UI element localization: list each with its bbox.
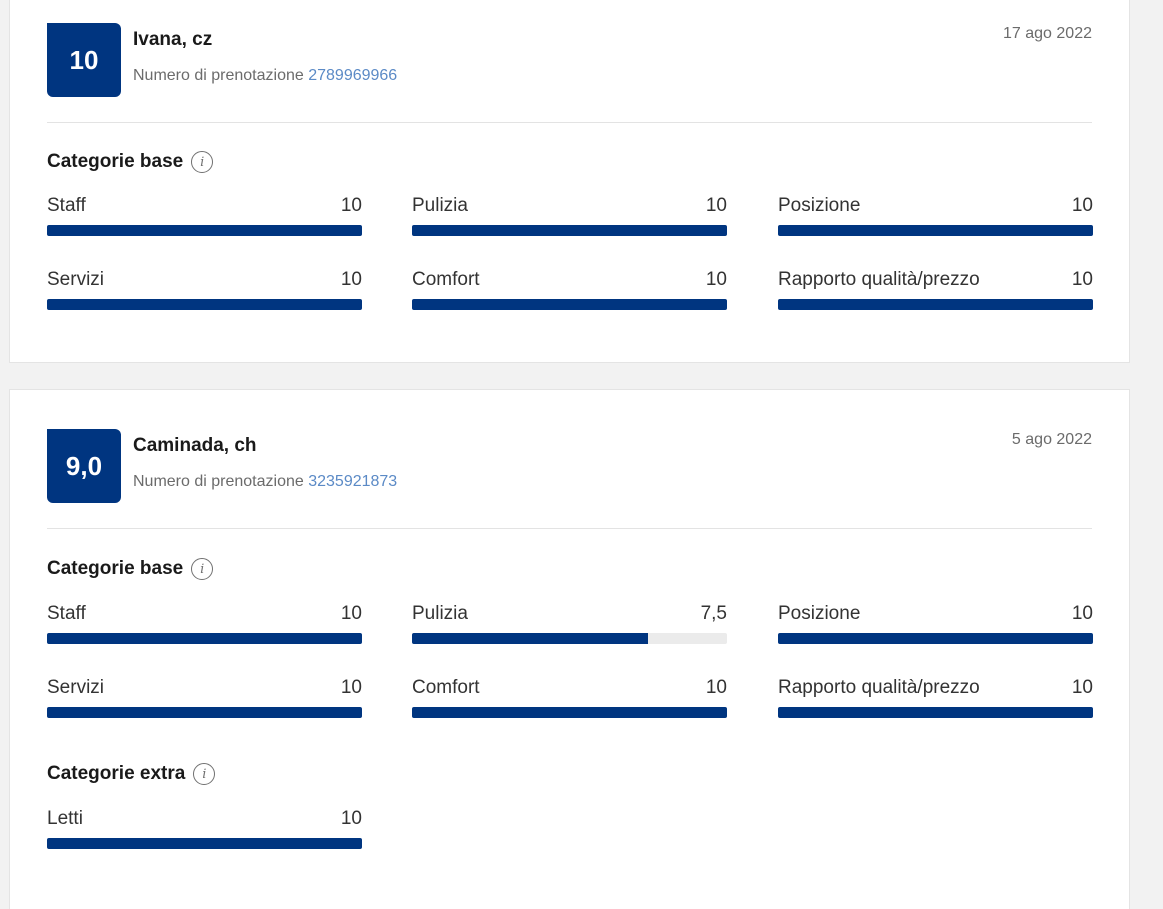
metric-bar-track [47, 707, 362, 718]
metric-label: Staff [47, 195, 86, 216]
metric-bar-fill [412, 225, 727, 236]
reviewer-name: Ivana, cz [133, 29, 213, 50]
metric-servizi: Servizi 10 [47, 269, 362, 313]
metric-comfort: Comfort 10 [412, 677, 727, 721]
metric-bar-track [412, 633, 727, 644]
metric-value: 10 [340, 269, 362, 290]
metric-bar-track [47, 299, 362, 310]
metric-value: 10 [705, 269, 727, 290]
metric-label: Pulizia [412, 603, 468, 624]
metric-bar-fill [47, 633, 362, 644]
metric-value: 10 [1071, 677, 1093, 698]
metric-label: Letti [47, 808, 83, 829]
section-title-text: Categorie base [47, 151, 184, 172]
review-header: 10 Ivana, cz Numero di prenotazione 2789… [47, 23, 1092, 97]
review-card: 9,0 Caminada, ch Numero di prenotazione … [9, 389, 1130, 909]
review-score-badge: 9,0 [47, 429, 121, 503]
booking-info: Numero di prenotazione 3235921873 [133, 473, 397, 491]
metric-posizione: Posizione 10 [778, 195, 1093, 239]
booking-label: Numero di prenotazione [133, 473, 304, 490]
metric-pulizia: Pulizia 10 [412, 195, 727, 239]
metric-letti: Letti 10 [47, 808, 362, 852]
metric-label: Staff [47, 603, 86, 624]
metric-bar-fill [412, 633, 649, 644]
metric-bar-fill [47, 838, 362, 849]
extra-categories-title: Categorie extra i [47, 763, 216, 785]
metric-label: Rapporto qualità/prezzo [778, 677, 980, 698]
metric-bar-track [47, 225, 362, 236]
metric-servizi: Servizi 10 [47, 677, 362, 721]
metric-bar-track [412, 225, 727, 236]
section-title-text: Categorie base [47, 558, 184, 579]
metric-value: 10 [1071, 269, 1093, 290]
metric-bar-track [778, 225, 1093, 236]
metric-label: Servizi [47, 269, 105, 290]
metric-bar-track [778, 299, 1093, 310]
metric-bar-fill [47, 707, 362, 718]
metric-bar-fill [412, 707, 727, 718]
metric-label: Comfort [412, 269, 480, 290]
booking-number-link[interactable]: 2789969966 [308, 67, 398, 84]
metric-bar-fill [778, 707, 1093, 718]
metric-bar-fill [778, 299, 1093, 310]
metric-bar-track [47, 838, 362, 849]
metric-value: 10 [705, 677, 727, 698]
metric-bar-track [47, 633, 362, 644]
metric-label: Posizione [778, 195, 861, 216]
reviewer-name: Caminada, ch [133, 435, 257, 456]
base-categories-title: Categorie base i [47, 558, 214, 580]
metric-bar-fill [778, 225, 1093, 236]
divider [47, 122, 1092, 123]
divider [47, 528, 1092, 529]
section-title-text: Categorie extra [47, 763, 186, 784]
booking-number-link[interactable]: 3235921873 [308, 473, 398, 490]
metric-label: Posizione [778, 603, 861, 624]
review-score-badge: 10 [47, 23, 121, 97]
metric-bar-fill [778, 633, 1093, 644]
metric-staff: Staff 10 [47, 603, 362, 647]
metric-value: 10 [1071, 195, 1093, 216]
metric-value: 10 [1071, 603, 1093, 624]
metric-label: Servizi [47, 677, 105, 698]
metric-staff: Staff 10 [47, 195, 362, 239]
info-icon[interactable]: i [191, 151, 214, 173]
metric-rapporto-qualita-prezzo: Rapporto qualità/prezzo 10 [778, 269, 1093, 313]
metric-rapporto-qualita-prezzo: Rapporto qualità/prezzo 10 [778, 677, 1093, 721]
metric-pulizia: Pulizia 7,5 [412, 603, 727, 647]
metric-label: Rapporto qualità/prezzo [778, 269, 980, 290]
base-categories-title: Categorie base i [47, 151, 214, 173]
metric-label: Pulizia [412, 195, 468, 216]
metric-bar-track [778, 707, 1093, 718]
review-date: 5 ago 2022 [1011, 431, 1092, 448]
info-icon[interactable]: i [193, 763, 216, 785]
booking-info: Numero di prenotazione 2789969966 [133, 67, 397, 85]
metric-bar-fill [412, 299, 727, 310]
review-card: 10 Ivana, cz Numero di prenotazione 2789… [9, 0, 1130, 363]
metric-posizione: Posizione 10 [778, 603, 1093, 647]
booking-label: Numero di prenotazione [133, 67, 304, 84]
metric-bar-track [412, 707, 727, 718]
review-date: 17 ago 2022 [1003, 25, 1092, 42]
review-header: 9,0 Caminada, ch Numero di prenotazione … [47, 429, 1092, 503]
metric-value: 7,5 [700, 603, 727, 624]
metric-value: 10 [340, 603, 362, 624]
metric-bar-track [412, 299, 727, 310]
metric-bar-fill [47, 299, 362, 310]
metric-comfort: Comfort 10 [412, 269, 727, 313]
metric-label: Comfort [412, 677, 480, 698]
metric-value: 10 [340, 677, 362, 698]
metric-bar-fill [47, 225, 362, 236]
metric-value: 10 [705, 195, 727, 216]
info-icon[interactable]: i [191, 558, 214, 580]
metric-bar-track [778, 633, 1093, 644]
metric-value: 10 [340, 195, 362, 216]
metric-value: 10 [340, 808, 362, 829]
